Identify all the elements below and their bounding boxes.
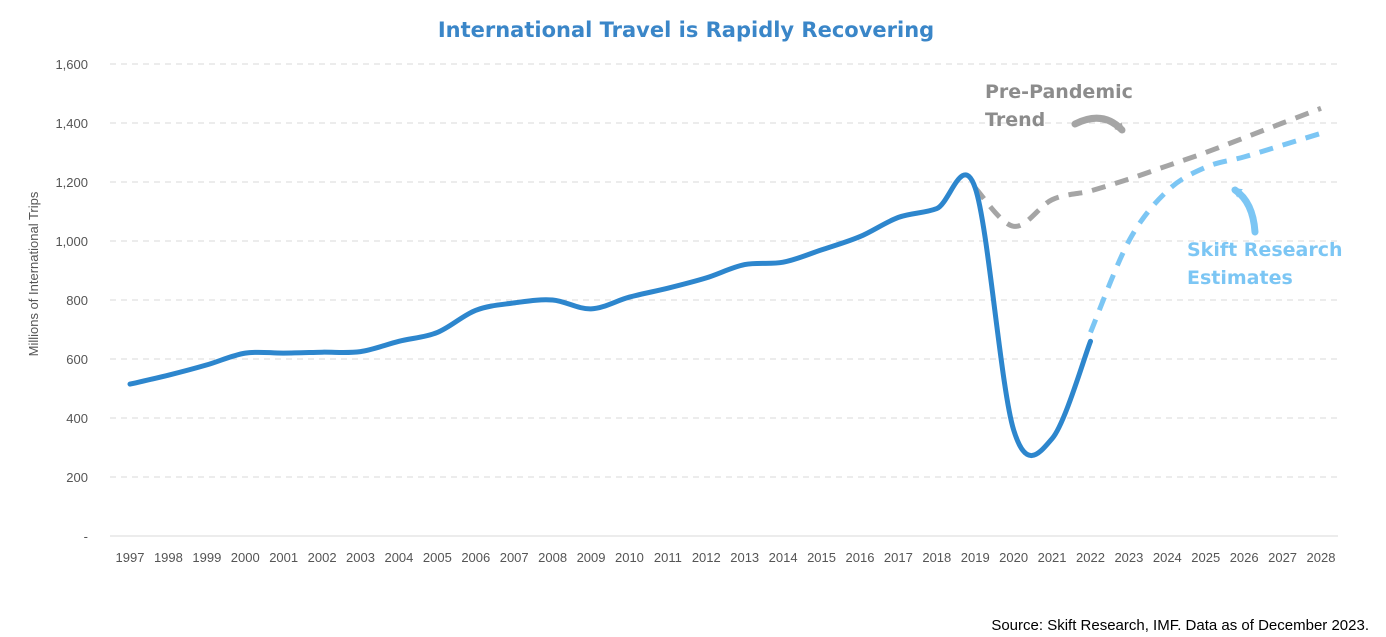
x-tick-label: 2012 bbox=[692, 550, 721, 565]
x-tick-label: 2025 bbox=[1191, 550, 1220, 565]
x-tick-label: 2026 bbox=[1230, 550, 1259, 565]
x-tick-label: 2004 bbox=[384, 550, 413, 565]
x-tick-label: 2005 bbox=[423, 550, 452, 565]
x-tick-label: 2003 bbox=[346, 550, 375, 565]
x-axis-ticks: 1997 1998 1999 2000 2001 2002 2003 2004 2005 2006… bbox=[116, 550, 1336, 565]
series-lines bbox=[127, 105, 1322, 458]
y-tick-label: 800 bbox=[66, 293, 88, 308]
y-tick-label: 1,600 bbox=[55, 57, 88, 72]
series-line-actual bbox=[127, 172, 1093, 458]
x-tick-label: 1997 bbox=[116, 550, 145, 565]
x-tick-label: 1999 bbox=[192, 550, 221, 565]
y-axis-label: Millions of International Trips bbox=[26, 191, 41, 356]
x-tick-label: 2021 bbox=[1038, 550, 1067, 565]
x-tick-label: 1998 bbox=[154, 550, 183, 565]
y-tick-label: - bbox=[84, 529, 88, 544]
x-tick-label: 2016 bbox=[846, 550, 875, 565]
chart-title: International Travel is Rapidly Recoveri… bbox=[438, 18, 934, 42]
series-line-pre-pandemic bbox=[973, 105, 1322, 229]
estimates-arrow-icon bbox=[1231, 186, 1259, 236]
y-tick-label: 1,200 bbox=[55, 175, 88, 190]
estimates-label-line1: Skift Research bbox=[1187, 239, 1343, 261]
x-tick-label: 2023 bbox=[1114, 550, 1143, 565]
series-line-estimates bbox=[1088, 130, 1322, 334]
x-tick-label: 2000 bbox=[231, 550, 260, 565]
x-tick-label: 2017 bbox=[884, 550, 913, 565]
x-tick-label: 2009 bbox=[577, 550, 606, 565]
source-note: Source: Skift Research, IMF. Data as of … bbox=[991, 617, 1369, 634]
estimates-label-line2: Estimates bbox=[1187, 267, 1293, 289]
estimates-label: Skift Research Estimates bbox=[1187, 239, 1349, 289]
y-tick-label: 200 bbox=[66, 470, 88, 485]
y-tick-label: 400 bbox=[66, 411, 88, 426]
x-tick-label: 2024 bbox=[1153, 550, 1182, 565]
x-tick-label: 2018 bbox=[922, 550, 951, 565]
x-tick-label: 2014 bbox=[769, 550, 798, 565]
pre-pandemic-label: Pre-Pandemic Trend bbox=[985, 81, 1140, 131]
pre-pandemic-arrow-icon bbox=[1071, 114, 1126, 134]
x-tick-label: 2013 bbox=[730, 550, 759, 565]
x-tick-label: 2010 bbox=[615, 550, 644, 565]
x-tick-label: 2022 bbox=[1076, 550, 1105, 565]
pre-pandemic-label-line2: Trend bbox=[985, 109, 1045, 131]
x-tick-label: 2015 bbox=[807, 550, 836, 565]
x-tick-label: 2027 bbox=[1268, 550, 1297, 565]
pre-pandemic-label-line1: Pre-Pandemic bbox=[985, 81, 1133, 103]
y-tick-label: 1,400 bbox=[55, 116, 88, 131]
y-tick-label: 600 bbox=[66, 352, 88, 367]
y-axis-ticks: - 200 400 600 800 1,000 1,200 1,400 1,600 bbox=[55, 57, 88, 544]
annotations: Pre-Pandemic Trend Skift Research Estima… bbox=[985, 81, 1349, 289]
grid-lines bbox=[110, 63, 1338, 537]
x-tick-label: 2028 bbox=[1307, 550, 1336, 565]
x-tick-label: 2007 bbox=[500, 550, 529, 565]
x-tick-label: 2006 bbox=[461, 550, 490, 565]
x-tick-label: 2008 bbox=[538, 550, 567, 565]
x-tick-label: 2011 bbox=[654, 550, 682, 565]
x-tick-label: 2002 bbox=[308, 550, 337, 565]
x-tick-label: 2020 bbox=[999, 550, 1028, 565]
y-tick-label: 1,000 bbox=[55, 234, 88, 249]
x-tick-label: 2001 bbox=[269, 550, 298, 565]
x-tick-label: 2019 bbox=[961, 550, 990, 565]
